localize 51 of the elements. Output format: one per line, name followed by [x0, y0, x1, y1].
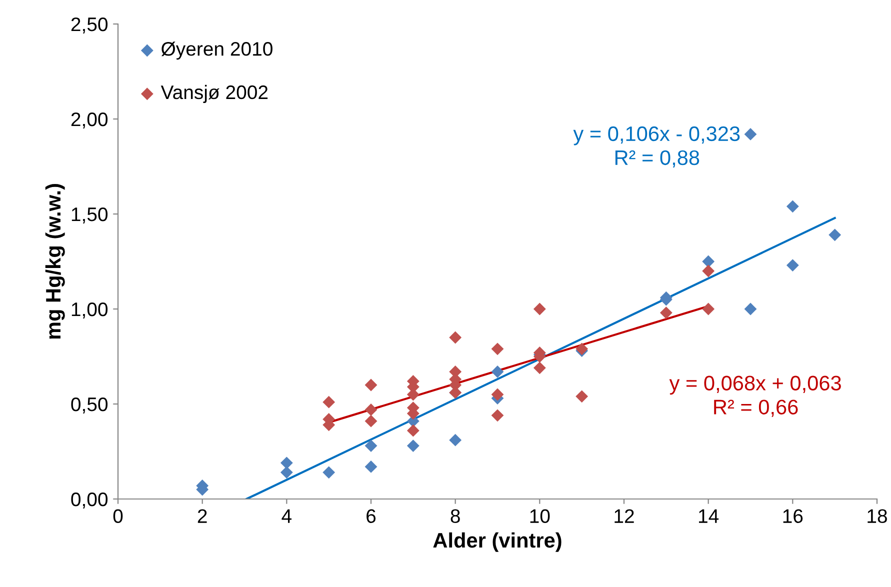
point	[702, 302, 715, 316]
y-tick-label: 1,50	[72, 207, 108, 224]
y-tick-label: 1,00	[72, 302, 108, 319]
y-axis-title: mg Hg/kg (w.w.)	[45, 184, 65, 339]
point	[786, 259, 799, 272]
y-tick-label: 2,00	[71, 112, 108, 129]
point	[491, 409, 504, 422]
x-tick-label: 2	[198, 509, 207, 523]
annotation: y = 0,106x - 0,323 R² = 0,88	[573, 126, 740, 168]
point	[364, 440, 378, 452]
point	[322, 396, 336, 408]
legend-label: Vansjø 2002	[160, 84, 268, 104]
x-tick-label: 18	[868, 509, 887, 524]
point	[828, 228, 842, 242]
point	[533, 302, 546, 316]
x-tick-label: 8	[450, 509, 460, 524]
point	[364, 378, 378, 392]
point	[449, 434, 462, 446]
point	[744, 302, 757, 316]
point	[364, 403, 378, 416]
y-tick-label: 0,00	[71, 492, 108, 509]
legend-label: Øyeren 2010	[161, 42, 272, 60]
x-tick-label: 14	[699, 509, 719, 523]
x-axis-title: Alder (vintre)	[433, 532, 562, 552]
point	[364, 460, 378, 473]
y-tick-label: 2,50	[71, 17, 108, 34]
point	[280, 466, 293, 479]
point	[660, 306, 672, 320]
point	[576, 390, 588, 403]
x-tick-label: 16	[783, 509, 803, 524]
point	[364, 414, 378, 428]
y-tick-label: 0,50	[71, 397, 108, 414]
point	[280, 456, 293, 470]
x-tick-label: 0	[113, 509, 123, 524]
point	[702, 264, 715, 278]
point	[449, 331, 462, 344]
point	[533, 362, 546, 374]
x-tick-label: 4	[282, 509, 292, 523]
x-tick-label: 10	[530, 509, 550, 524]
x-tick-label: 6	[366, 509, 376, 524]
point	[491, 388, 504, 401]
point	[702, 255, 715, 268]
annotation: y = 0,068x + 0,063 R² = 0,66	[669, 376, 841, 417]
point	[786, 200, 799, 213]
point	[491, 342, 504, 356]
point	[322, 466, 336, 479]
point	[406, 424, 420, 437]
point	[491, 365, 504, 378]
point	[744, 128, 757, 140]
x-tick-label: 12	[614, 509, 634, 523]
point	[406, 440, 420, 452]
